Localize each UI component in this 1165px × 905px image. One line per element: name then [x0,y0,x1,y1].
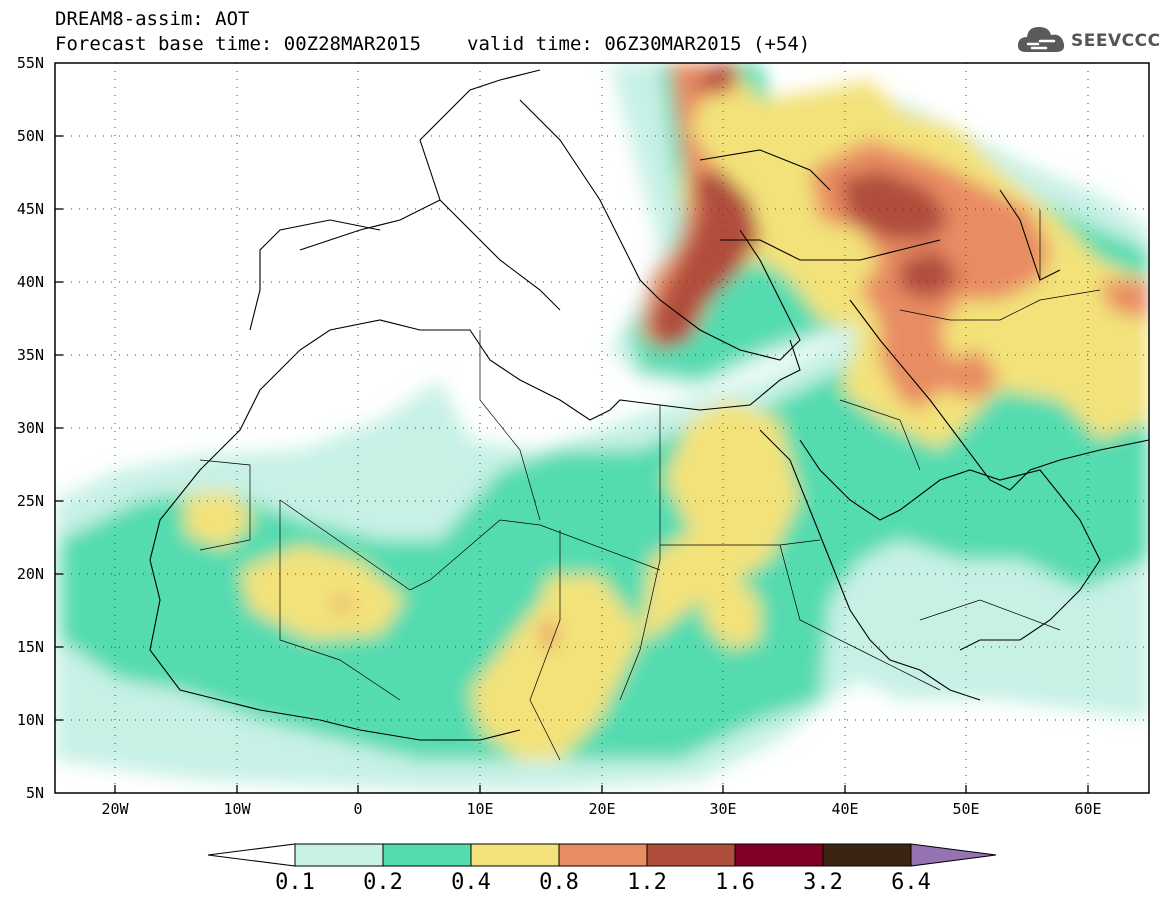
aot-band-12a [690,63,740,90]
lon-label: 50E [952,800,980,818]
axis-ticks [55,135,1089,793]
map-subtitle: Forecast base time: 00Z28MAR2015 valid ti… [55,33,810,55]
aot-field [55,63,1149,793]
graticule [55,63,1149,793]
lat-label: 35N [16,346,44,364]
lat-label: 5N [25,784,44,802]
lon-label: 40E [831,800,859,818]
lon-label: 20W [101,800,129,818]
lon-label: 20E [588,800,616,818]
lon-label: 10W [223,800,251,818]
aot-band-12c [840,170,950,240]
legend-swatch [382,843,472,867]
aot-band-04c [470,400,800,760]
map-title: DREAM8-assim: AOT [55,8,250,30]
lat-label: 50N [16,127,44,145]
aot-band-08c [1100,280,1149,320]
aot-band-12b [650,170,760,350]
legend-level: 0.8 [539,870,579,895]
legend-swatch [558,843,648,867]
legend-swatch-below [207,843,296,867]
lon-label: 10E [466,800,494,818]
seevccc-logo: SEEVCCC [1016,22,1160,60]
legend-level: 1.6 [715,870,755,895]
legend-swatch [822,843,912,867]
lat-label: 40N [16,273,44,291]
lat-label: 25N [16,492,44,510]
aot-band-12d [900,250,960,300]
legend-level: 6.4 [891,870,931,895]
lon-label: 30E [709,800,737,818]
coastlines [149,69,1149,741]
logo-text: SEEVCCC [1071,31,1161,51]
lat-label: 10N [16,711,44,729]
lat-label: 15N [16,638,44,656]
aot-map [54,62,1150,794]
legend-colorbar [207,843,997,867]
lon-label: 0 [353,800,363,818]
legend-swatch [734,843,824,867]
legend-level: 3.2 [803,870,843,895]
aot-band-02 [60,320,1149,760]
lon-label: 60E [1074,800,1102,818]
legend-swatch [646,843,736,867]
legend-level: 0.2 [363,870,403,895]
borders [199,210,1101,761]
aot-band-04e [700,570,760,650]
aot-band-04a [240,545,405,640]
lat-label: 30N [16,419,44,437]
valid-time: valid time: 06Z30MAR2015 (+54) [467,33,811,55]
lat-label: 20N [16,565,44,583]
legend-swatch-above [910,843,997,867]
aot-band-08d [336,597,350,612]
legend-swatch [294,843,384,867]
legend-level: 0.1 [275,870,315,895]
lat-label: 55N [16,54,44,72]
aot-band-08e [542,620,556,650]
legend-swatch [470,843,560,867]
cloud-icon [1017,27,1065,52]
lat-label: 45N [16,200,44,218]
legend-level: 0.4 [451,870,491,895]
base-time: Forecast base time: 00Z28MAR2015 [55,33,422,55]
legend-level: 1.2 [627,870,667,895]
